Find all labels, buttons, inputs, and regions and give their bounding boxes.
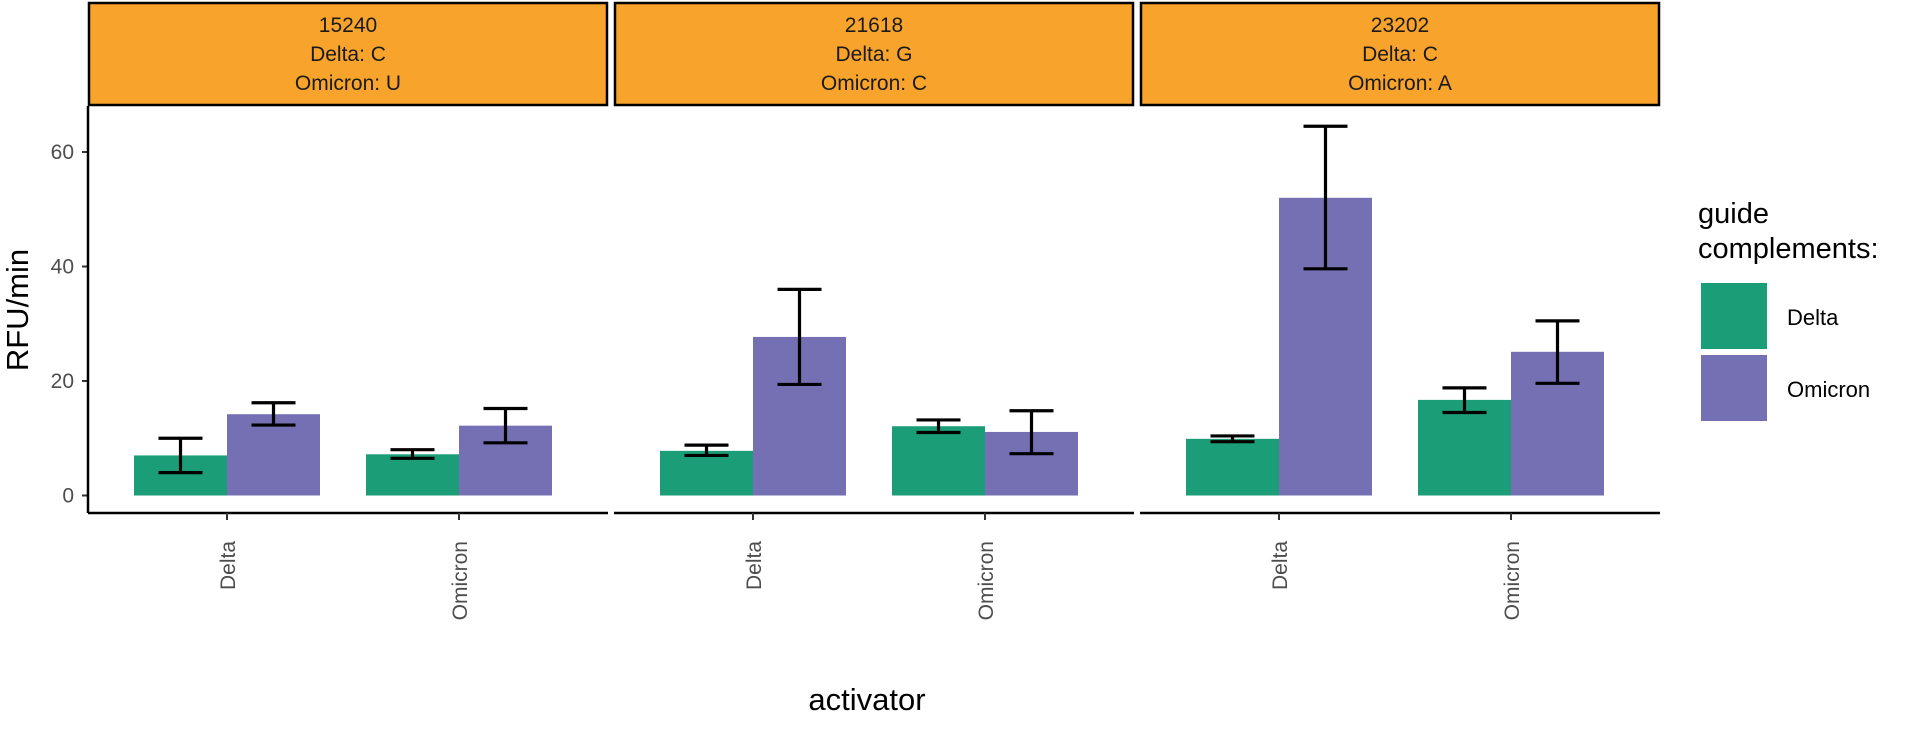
legend-label: Delta — [1787, 305, 1839, 330]
y-tick-label: 60 — [51, 141, 74, 164]
facet-strip-label: Omicron: U — [295, 72, 401, 95]
error-bar — [684, 443, 729, 458]
error-bar — [1009, 409, 1054, 456]
error-bar — [1303, 124, 1348, 271]
facet-strip-label: Delta: C — [1362, 43, 1438, 66]
error-bar — [158, 436, 203, 475]
facet-strip-label: Omicron: A — [1348, 72, 1452, 95]
y-tick-label: 0 — [62, 485, 74, 508]
facet-strip — [87, 1, 609, 107]
bar — [227, 414, 320, 496]
x-tick-label: Delta — [217, 541, 240, 590]
x-tick-label: Delta — [1269, 541, 1292, 590]
facet-panel: 15240 Delta: C Omicron: U Delta Omicron — [86, 1, 609, 620]
facet-strip-label: Omicron: C — [821, 72, 927, 95]
x-tick-label: Delta — [743, 541, 766, 590]
error-bar — [1210, 434, 1255, 444]
y-tick-label: 40 — [51, 256, 74, 279]
facet-panel: 21618 Delta: G Omicron: C Delta Omicron — [613, 1, 1135, 620]
facet-strip-label: Delta: C — [310, 43, 386, 66]
facet-strip-label: Delta: G — [835, 43, 912, 66]
facet-strip-label: 21618 — [845, 14, 903, 37]
y-tick-label: 20 — [51, 370, 74, 393]
error-bar — [483, 406, 528, 445]
x-tick-label: Omicron — [975, 541, 998, 620]
error-bar — [916, 418, 961, 435]
legend-key — [1701, 355, 1767, 421]
error-bar — [251, 401, 296, 427]
bar — [1186, 438, 1279, 496]
error-bar — [1535, 319, 1580, 385]
y-axis-title: RFU/min — [0, 249, 35, 371]
error-bar — [1442, 386, 1487, 415]
x-tick-label: Omicron — [1501, 541, 1524, 620]
error-bar — [390, 448, 435, 460]
x-axis-title: activator — [808, 682, 925, 717]
facet-strip — [613, 1, 1135, 107]
bar — [660, 450, 753, 496]
facet-strip — [1139, 1, 1661, 107]
facet-strip-label: 15240 — [319, 14, 377, 37]
x-tick-label: Omicron — [449, 541, 472, 620]
facet-strip-label: 23202 — [1371, 14, 1429, 37]
bar — [366, 454, 459, 496]
bar — [1418, 399, 1511, 496]
legend-title: complements: — [1698, 233, 1879, 265]
legend-title: guide — [1698, 198, 1769, 230]
legend-label: Omicron — [1787, 377, 1870, 402]
bar — [892, 426, 985, 496]
legend-key — [1701, 283, 1767, 349]
facet-panel: 23202 Delta: C Omicron: A Delta Omicron — [1139, 1, 1661, 620]
error-bar — [777, 287, 822, 387]
